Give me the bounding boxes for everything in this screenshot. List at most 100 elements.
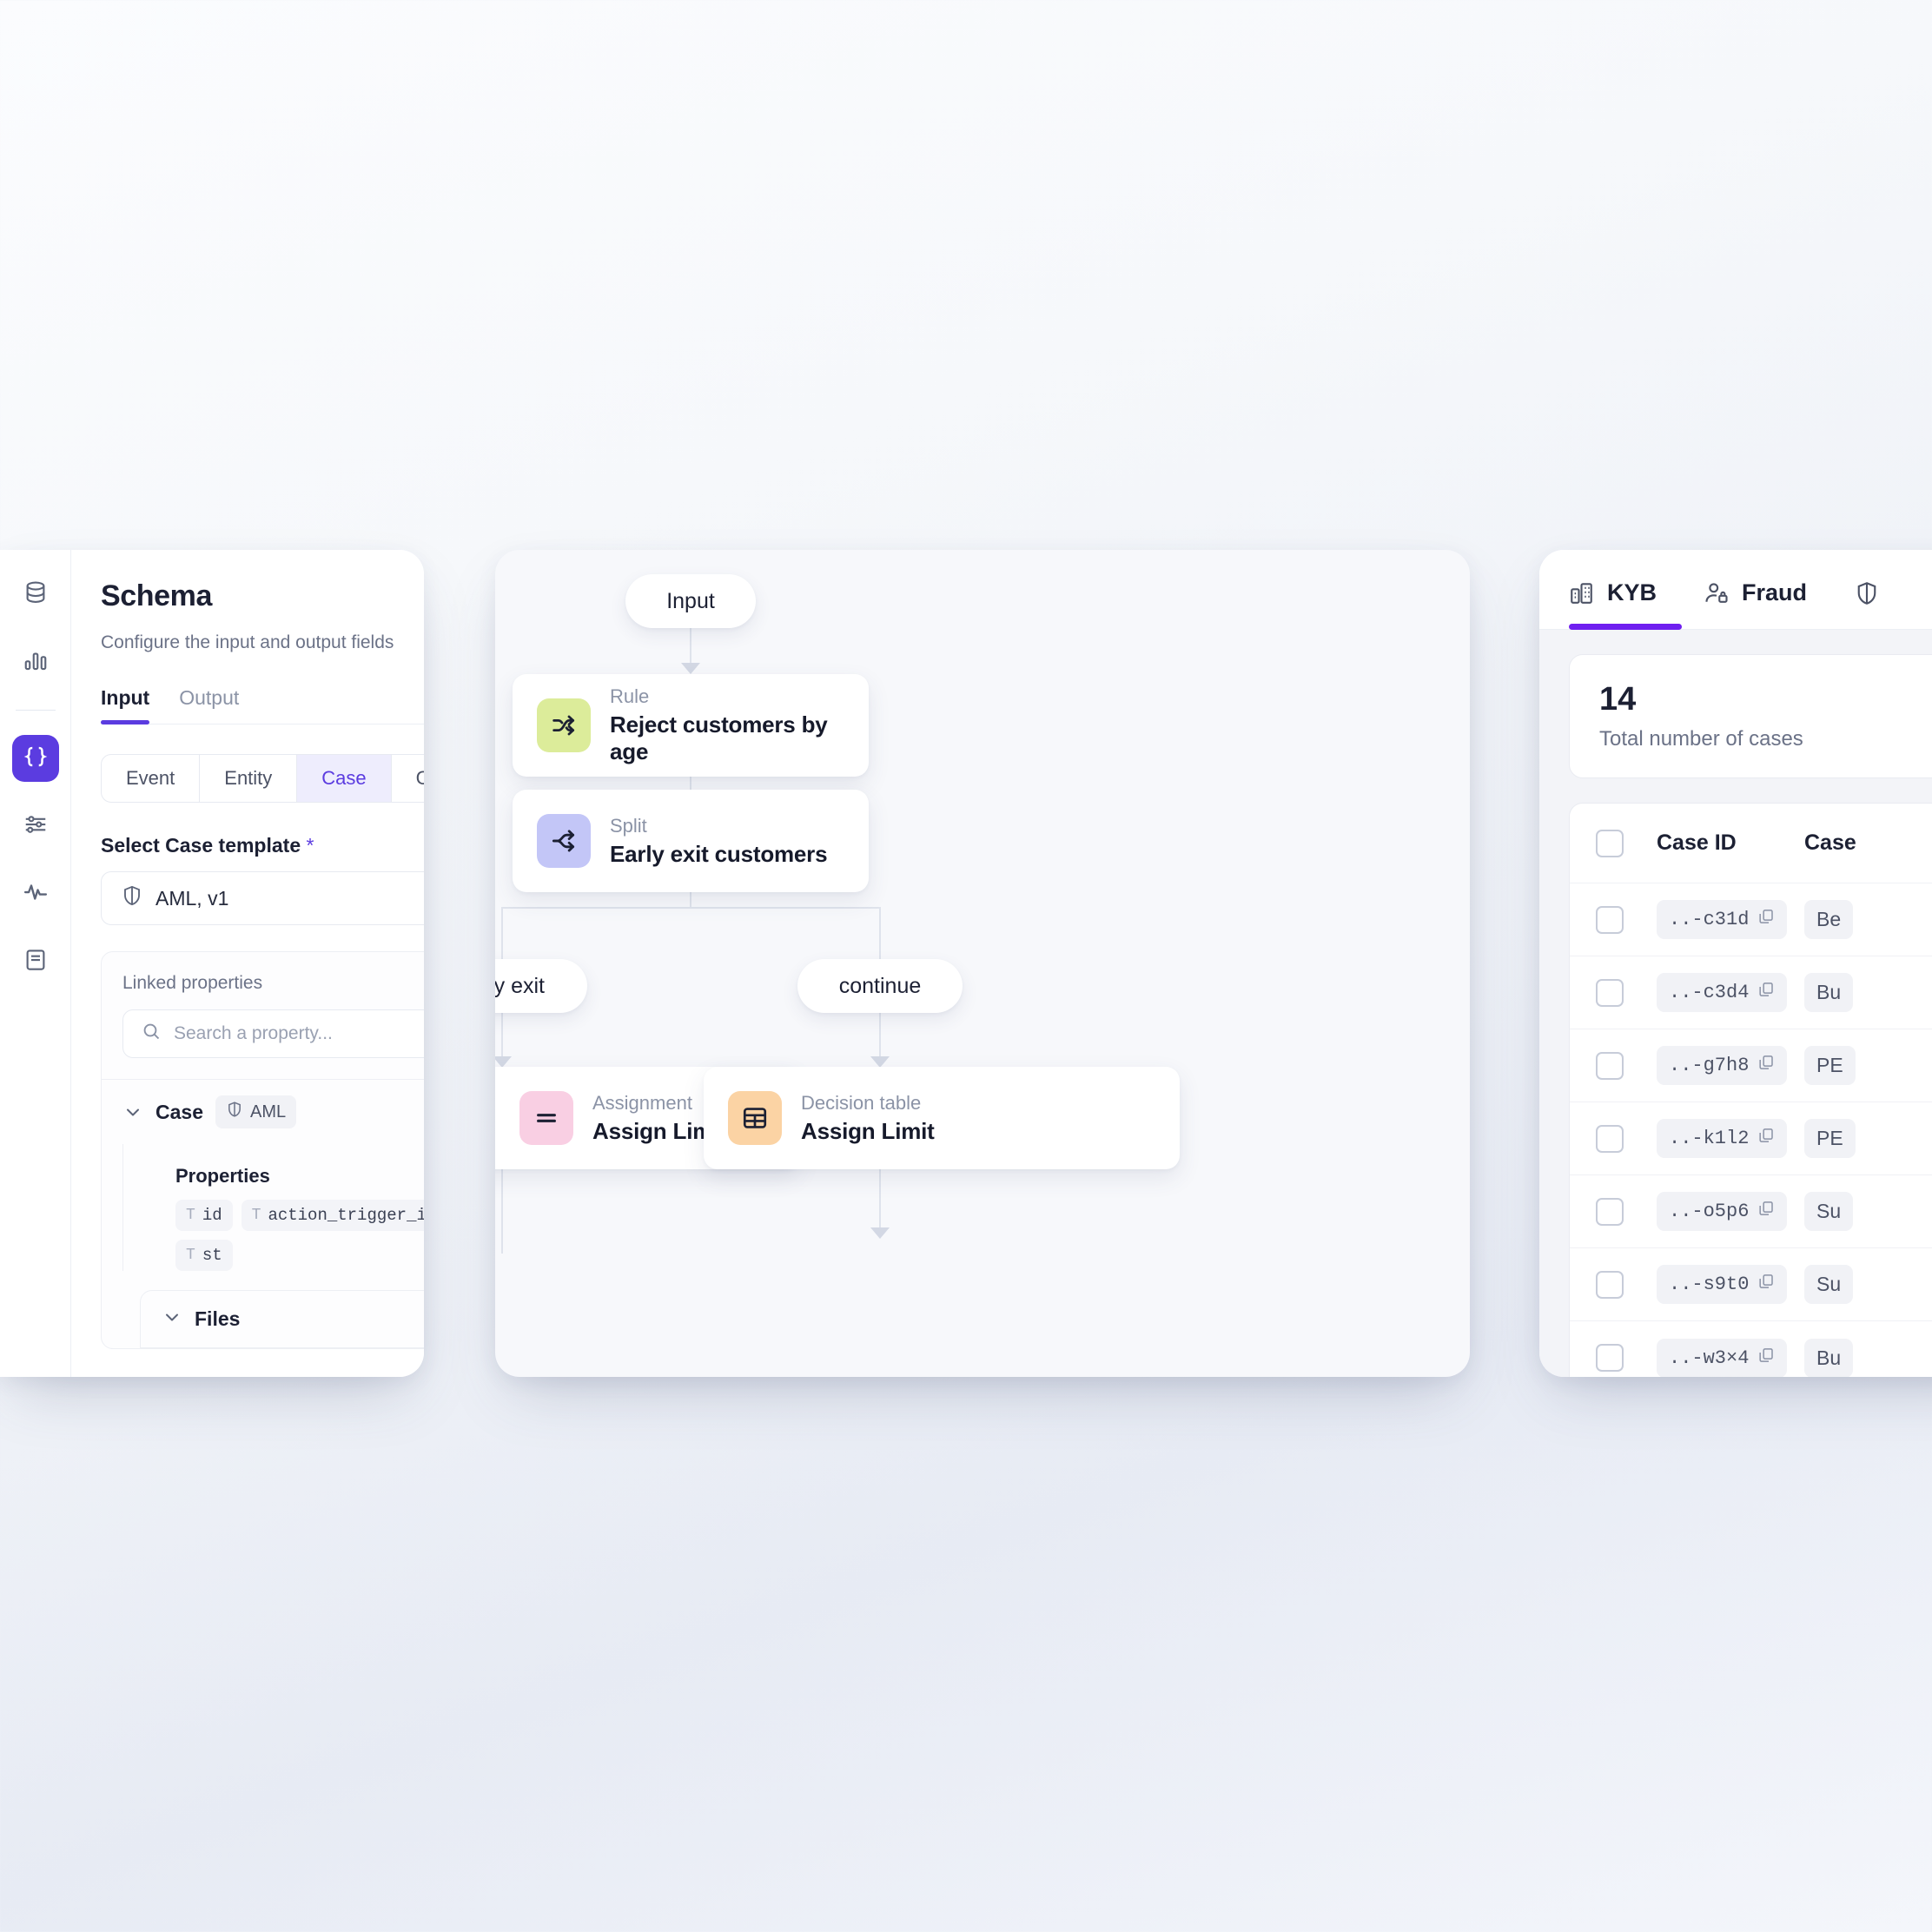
split-icon	[537, 814, 591, 868]
property-chip[interactable]: T id	[175, 1200, 233, 1231]
case-name-chip[interactable]: Bu	[1804, 973, 1854, 1012]
sidebar-item-schema[interactable]	[11, 735, 59, 782]
property-search-input[interactable]: Search a property...	[122, 1009, 424, 1058]
page-subtitle: Configure the input and output fields	[101, 632, 394, 652]
segment-case[interactable]: Case	[297, 755, 392, 802]
node-decision-table[interactable]: Decision table Assign Limit	[704, 1067, 1180, 1169]
case-name-chip[interactable]: Su	[1804, 1192, 1854, 1231]
row-checkbox[interactable]	[1596, 1344, 1624, 1372]
case-name-chip[interactable]: Be	[1804, 900, 1854, 939]
copy-icon[interactable]	[1757, 1127, 1775, 1150]
book-icon	[23, 947, 49, 977]
table-row[interactable]: ..-c3d4 Bu	[1570, 956, 1932, 1029]
branch-label-early-exit[interactable]: early exit	[495, 959, 587, 1013]
branch-label-continue[interactable]: continue	[797, 959, 963, 1013]
cases-body: 14 Total number of cases Case ID Case ..…	[1539, 630, 1932, 1377]
table-icon	[728, 1091, 782, 1145]
workflow-canvas-panel[interactable]: Input Rule Reject customers by age	[495, 550, 1470, 1377]
case-name-chip[interactable]: Su	[1804, 1265, 1854, 1304]
case-id-chip[interactable]: ..-g7h8	[1657, 1046, 1788, 1085]
case-id-chip[interactable]: ..-c3d4	[1657, 973, 1788, 1012]
case-id-chip[interactable]: ..-w3×4	[1657, 1338, 1788, 1377]
node-rule-name: Reject customers by age	[610, 711, 828, 764]
tree-node-case[interactable]: Case AML	[102, 1079, 424, 1144]
node-assignment-kind: Assignment	[592, 1091, 692, 1114]
column-header-case-id[interactable]: Case ID	[1657, 830, 1737, 855]
select-all-checkbox[interactable]	[1596, 829, 1624, 857]
copy-icon[interactable]	[1757, 908, 1775, 931]
sidebar-item-analytics[interactable]	[12, 638, 59, 685]
files-label: Files	[195, 1307, 241, 1330]
tab-output[interactable]: Output	[179, 686, 240, 709]
property-chip[interactable]: T action_trigger_i	[241, 1200, 424, 1231]
table-row[interactable]: ..-c31d Be	[1570, 883, 1932, 956]
chevron-down-icon	[122, 1102, 143, 1122]
case-template-label: Select Case template *	[101, 834, 314, 857]
copy-icon[interactable]	[1757, 1346, 1775, 1370]
edge-split-horizontal	[501, 907, 881, 909]
row-checkbox[interactable]	[1596, 1124, 1624, 1153]
copy-icon[interactable]	[1757, 1273, 1775, 1296]
tree-node-files[interactable]: Files	[140, 1290, 424, 1348]
table-row[interactable]: ..-s9t0 Su	[1570, 1248, 1932, 1321]
case-id-chip[interactable]: ..-k1l2	[1657, 1119, 1788, 1158]
case-template-value: AML, v1	[155, 886, 229, 910]
case-template-select[interactable]: AML, v1	[101, 871, 424, 925]
sidebar-item-settings[interactable]	[12, 803, 59, 850]
edge-earlyexit-to-assignment	[501, 1013, 503, 1067]
app-sidebar	[0, 550, 71, 1377]
node-decision-name: Assign Limit	[801, 1117, 935, 1144]
schema-tabs: Input Output	[101, 686, 424, 724]
table-row[interactable]: ..-o5p6 Su	[1570, 1175, 1932, 1248]
edge-input-to-rule	[690, 628, 691, 673]
tab-aml[interactable]	[1854, 580, 1892, 629]
sidebar-item-database[interactable]	[12, 571, 59, 618]
linked-properties-title: Linked properties	[122, 973, 263, 993]
case-name-chip[interactable]: Bu	[1804, 1338, 1854, 1377]
tab-input[interactable]: Input	[101, 686, 150, 724]
tab-kyb[interactable]: KYB	[1569, 579, 1683, 630]
sidebar-item-monitoring[interactable]	[12, 870, 59, 917]
properties-title: Properties	[175, 1165, 270, 1187]
node-input[interactable]: Input	[625, 574, 756, 628]
copy-icon[interactable]	[1757, 981, 1775, 1004]
row-checkbox[interactable]	[1596, 905, 1624, 934]
table-row[interactable]: ..-g7h8 PE	[1570, 1029, 1932, 1102]
case-id-chip[interactable]: ..-c31d	[1657, 900, 1788, 939]
row-checkbox[interactable]	[1596, 1270, 1624, 1299]
edge-continue-to-decision	[879, 1013, 881, 1067]
copy-icon[interactable]	[1757, 1200, 1775, 1223]
node-rule[interactable]: Rule Reject customers by age	[513, 674, 869, 777]
row-checkbox[interactable]	[1596, 1051, 1624, 1080]
node-split-name: Early exit customers	[610, 840, 828, 867]
node-input-label: Input	[666, 588, 715, 613]
segment-customer[interactable]: Cu	[392, 755, 424, 802]
row-checkbox[interactable]	[1596, 978, 1624, 1007]
table-row[interactable]: ..-w3×4 Bu	[1570, 1321, 1932, 1377]
case-id-chip[interactable]: ..-o5p6	[1657, 1192, 1788, 1231]
activity-icon	[23, 879, 49, 910]
case-id-chip[interactable]: ..-s9t0	[1657, 1265, 1788, 1304]
case-name-chip[interactable]: PE	[1804, 1046, 1856, 1085]
chevron-down-icon	[162, 1307, 182, 1332]
segment-event[interactable]: Event	[102, 755, 201, 802]
table-row[interactable]: ..-k1l2 PE	[1570, 1102, 1932, 1175]
node-split[interactable]: Split Early exit customers	[513, 790, 869, 892]
copy-icon[interactable]	[1757, 1054, 1775, 1077]
sidebar-item-docs[interactable]	[12, 938, 59, 985]
tab-fraud[interactable]: Fraud	[1704, 579, 1807, 629]
case-id-value: ..-g7h8	[1669, 1055, 1750, 1076]
equals-icon	[519, 1091, 573, 1145]
column-header-case-name[interactable]: Case	[1804, 830, 1856, 855]
row-checkbox[interactable]	[1596, 1197, 1624, 1226]
property-chip[interactable]: T st	[175, 1240, 233, 1271]
case-name-chip[interactable]: PE	[1804, 1119, 1856, 1158]
cases-panel: KYB Fraud 14	[1539, 550, 1932, 1377]
tab-fraud-label: Fraud	[1742, 579, 1808, 605]
case-id-value: ..-c31d	[1669, 909, 1750, 930]
node-rule-kind: Rule	[610, 685, 650, 707]
total-cases-label: Total number of cases	[1599, 727, 1803, 751]
shield-icon	[226, 1101, 243, 1123]
case-id-value: ..-s9t0	[1669, 1274, 1750, 1295]
segment-entity[interactable]: Entity	[200, 755, 298, 802]
